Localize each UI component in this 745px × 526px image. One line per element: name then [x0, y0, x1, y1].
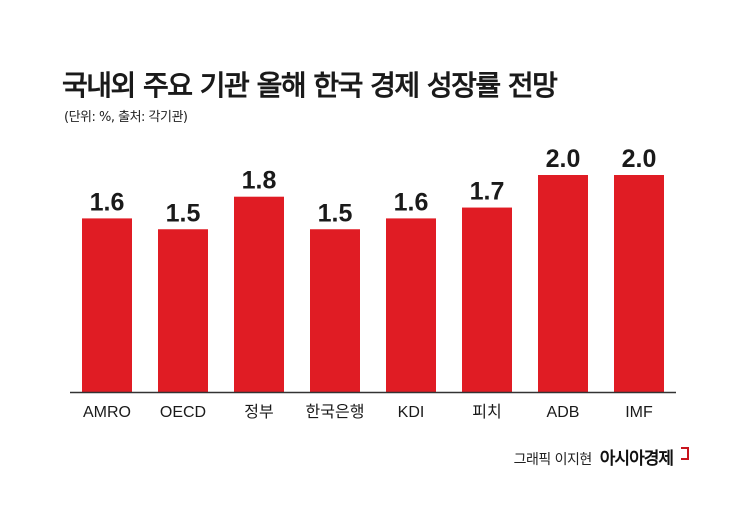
bar-정부 [234, 196, 284, 392]
category-label: ADB [547, 404, 580, 421]
bar-한국은행 [310, 229, 360, 392]
chart-frame [40, 42, 702, 484]
value-label: 1.6 [90, 188, 125, 216]
category-label: IMF [625, 404, 653, 421]
credit-line: 그래픽 이지현 아시아경제 [514, 444, 689, 469]
category-label: 한국은행 [306, 403, 365, 421]
category-label: 정부 [244, 403, 273, 421]
bar-OECD [158, 229, 208, 392]
graphic-credit: 그래픽 이지현 [513, 452, 593, 468]
value-label: 2.0 [546, 145, 581, 173]
value-label: 1.8 [242, 167, 277, 195]
value-label: 1.7 [470, 178, 505, 206]
category-label: 피치 [472, 403, 501, 421]
value-label: 1.5 [166, 199, 201, 227]
value-label: 1.5 [318, 199, 353, 227]
category-label: KDI [398, 404, 425, 421]
value-label: 2.0 [622, 145, 657, 173]
publisher-logo-mark-icon [681, 447, 689, 460]
category-label: OECD [160, 404, 206, 421]
category-label: AMRO [83, 404, 131, 421]
bar-KDI [386, 218, 436, 392]
bar-피치 [462, 207, 512, 392]
bar-IMF [614, 175, 664, 392]
bar-ADB [538, 175, 588, 392]
value-label: 1.6 [394, 188, 429, 216]
chart-subtitle: (단위: %, 출처: 각기관) [64, 110, 188, 125]
bar-AMRO [82, 218, 132, 392]
publisher-logo: 아시아경제 [599, 449, 674, 469]
chart-title: 국내외 주요 기관 올해 한국 경제 성장률 전망 [62, 69, 558, 102]
